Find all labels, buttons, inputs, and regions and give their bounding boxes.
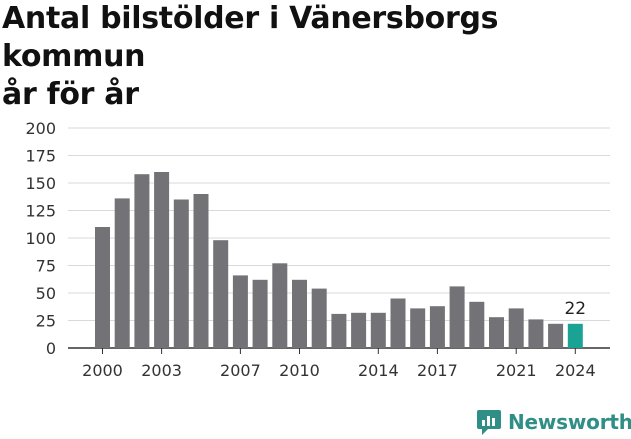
bar-2018 — [449, 286, 465, 348]
x-tick-label: 2010 — [279, 361, 320, 380]
newsworthy-logo-icon — [477, 410, 501, 435]
x-tick-label: 2017 — [417, 361, 458, 380]
y-tick-label: 100 — [25, 229, 56, 248]
x-tick-label: 2024 — [555, 361, 596, 380]
y-tick-label: 0 — [46, 339, 56, 358]
bar-2014 — [370, 312, 386, 348]
x-tick-label: 2021 — [496, 361, 537, 380]
bar-2023 — [548, 323, 564, 348]
bar-2013 — [351, 312, 367, 348]
bar-2007 — [232, 275, 248, 348]
bar-2000 — [95, 227, 110, 348]
x-tick-label: 2014 — [358, 361, 399, 380]
bar-2016 — [410, 308, 426, 348]
bar-2006 — [213, 240, 229, 348]
bar-2004 — [173, 199, 189, 348]
y-tick-label: 150 — [25, 174, 56, 193]
bar-2003 — [154, 172, 170, 348]
bar-2020 — [489, 317, 504, 348]
bar-2002 — [134, 174, 150, 348]
bar-2021 — [508, 308, 524, 348]
chart-title: Antal bilstölder i Vänersborgs kommun år… — [2, 1, 499, 112]
bar-2022 — [528, 319, 544, 348]
y-tick-label: 125 — [25, 202, 56, 221]
y-tick-label: 75 — [36, 257, 56, 276]
y-axis-ticks: 0 25 50 75 100 125 150 175 200 — [25, 119, 56, 358]
bar-2024 — [567, 323, 583, 348]
bar-2011 — [311, 288, 327, 348]
bar-2005 — [193, 194, 209, 348]
brand-logo: Newsworthy — [476, 406, 631, 438]
bar-2009 — [272, 263, 288, 348]
y-tick-label: 175 — [25, 147, 56, 166]
y-tick-label: 25 — [36, 312, 56, 331]
bar-2017 — [429, 306, 445, 348]
highlight-value-label: 22 — [564, 299, 586, 319]
bar-2010 — [292, 279, 307, 348]
x-tick-label: 2007 — [220, 361, 261, 380]
bar-2012 — [331, 313, 347, 348]
data-labels: 22 — [564, 299, 586, 319]
x-tick-label: 2003 — [141, 361, 182, 380]
y-tick-label: 200 — [25, 119, 56, 138]
bar-2015 — [390, 298, 406, 348]
x-axis-ticks: 2000 2003 2007 2010 2014 2017 2021 2024 — [82, 348, 596, 380]
x-tick-label: 2000 — [82, 361, 123, 380]
y-tick-label: 50 — [36, 284, 56, 303]
bars — [95, 172, 583, 348]
bar-2008 — [252, 279, 268, 348]
brand-name: Newsworthy — [508, 410, 631, 434]
bar-2001 — [114, 198, 130, 348]
bar-2019 — [469, 301, 485, 348]
